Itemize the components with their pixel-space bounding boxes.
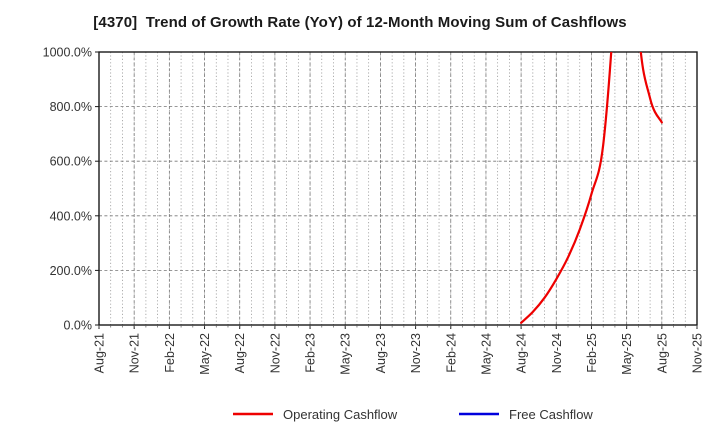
x-axis-tick-label: Aug-23	[374, 333, 388, 373]
legend-label-free-cashflow: Free Cashflow	[509, 407, 593, 422]
x-axis-tick-label: May-23	[339, 333, 353, 375]
x-axis-tick-label: Nov-25	[691, 333, 705, 373]
y-axis-tick-label: 0.0%	[64, 319, 93, 333]
chart-title: [4370] Trend of Growth Rate (YoY) of 12-…	[93, 14, 627, 31]
x-axis-tick-label: Nov-21	[128, 333, 142, 373]
y-axis-tick-label: 400.0%	[50, 209, 92, 223]
x-axis-tick-label: Aug-21	[93, 333, 107, 373]
x-axis-tick-label: Nov-23	[409, 333, 423, 373]
series-line-operating-cashflow	[520, 52, 663, 324]
y-axis-tick-label: 1000.0%	[43, 46, 92, 60]
x-axis-tick-label: Nov-24	[550, 333, 564, 373]
y-axis-tick-label: 800.0%	[50, 100, 92, 114]
x-axis-tick-label: Feb-25	[585, 333, 599, 373]
x-axis-tick-label: Feb-24	[444, 333, 458, 373]
x-axis-tick-marks	[98, 325, 698, 329]
x-axis-tick-label: Aug-22	[233, 333, 247, 373]
plot-frame	[98, 51, 698, 326]
data-series-lines	[520, 52, 663, 324]
chart-legend: Operating Cashflow Free Cashflow	[233, 407, 593, 422]
x-axis-tick-labels: Aug-21 Nov-21 Feb-22 May-22 Aug-22 Nov-22 Feb-…	[93, 333, 705, 375]
x-axis-tick-label: Feb-23	[304, 333, 318, 373]
x-axis-tick-label: Aug-25	[655, 333, 669, 373]
y-axis-tick-label: 600.0%	[50, 155, 92, 169]
y-gridlines	[99, 106, 697, 271]
y-axis-tick-label: 200.0%	[50, 264, 92, 278]
x-axis-tick-label: Feb-22	[163, 333, 177, 373]
x-axis-tick-label: Aug-24	[515, 333, 529, 373]
x-axis-tick-label: May-24	[479, 333, 493, 375]
x-axis-tick-label: May-22	[198, 333, 212, 375]
x-axis-tick-label: Nov-22	[268, 333, 282, 373]
y-axis-tick-labels: 0.0% 200.0% 400.0% 600.0% 800.0% 1000.0%	[43, 46, 99, 333]
legend-label-operating-cashflow: Operating Cashflow	[283, 407, 398, 422]
x-axis-tick-label: May-25	[620, 333, 634, 375]
